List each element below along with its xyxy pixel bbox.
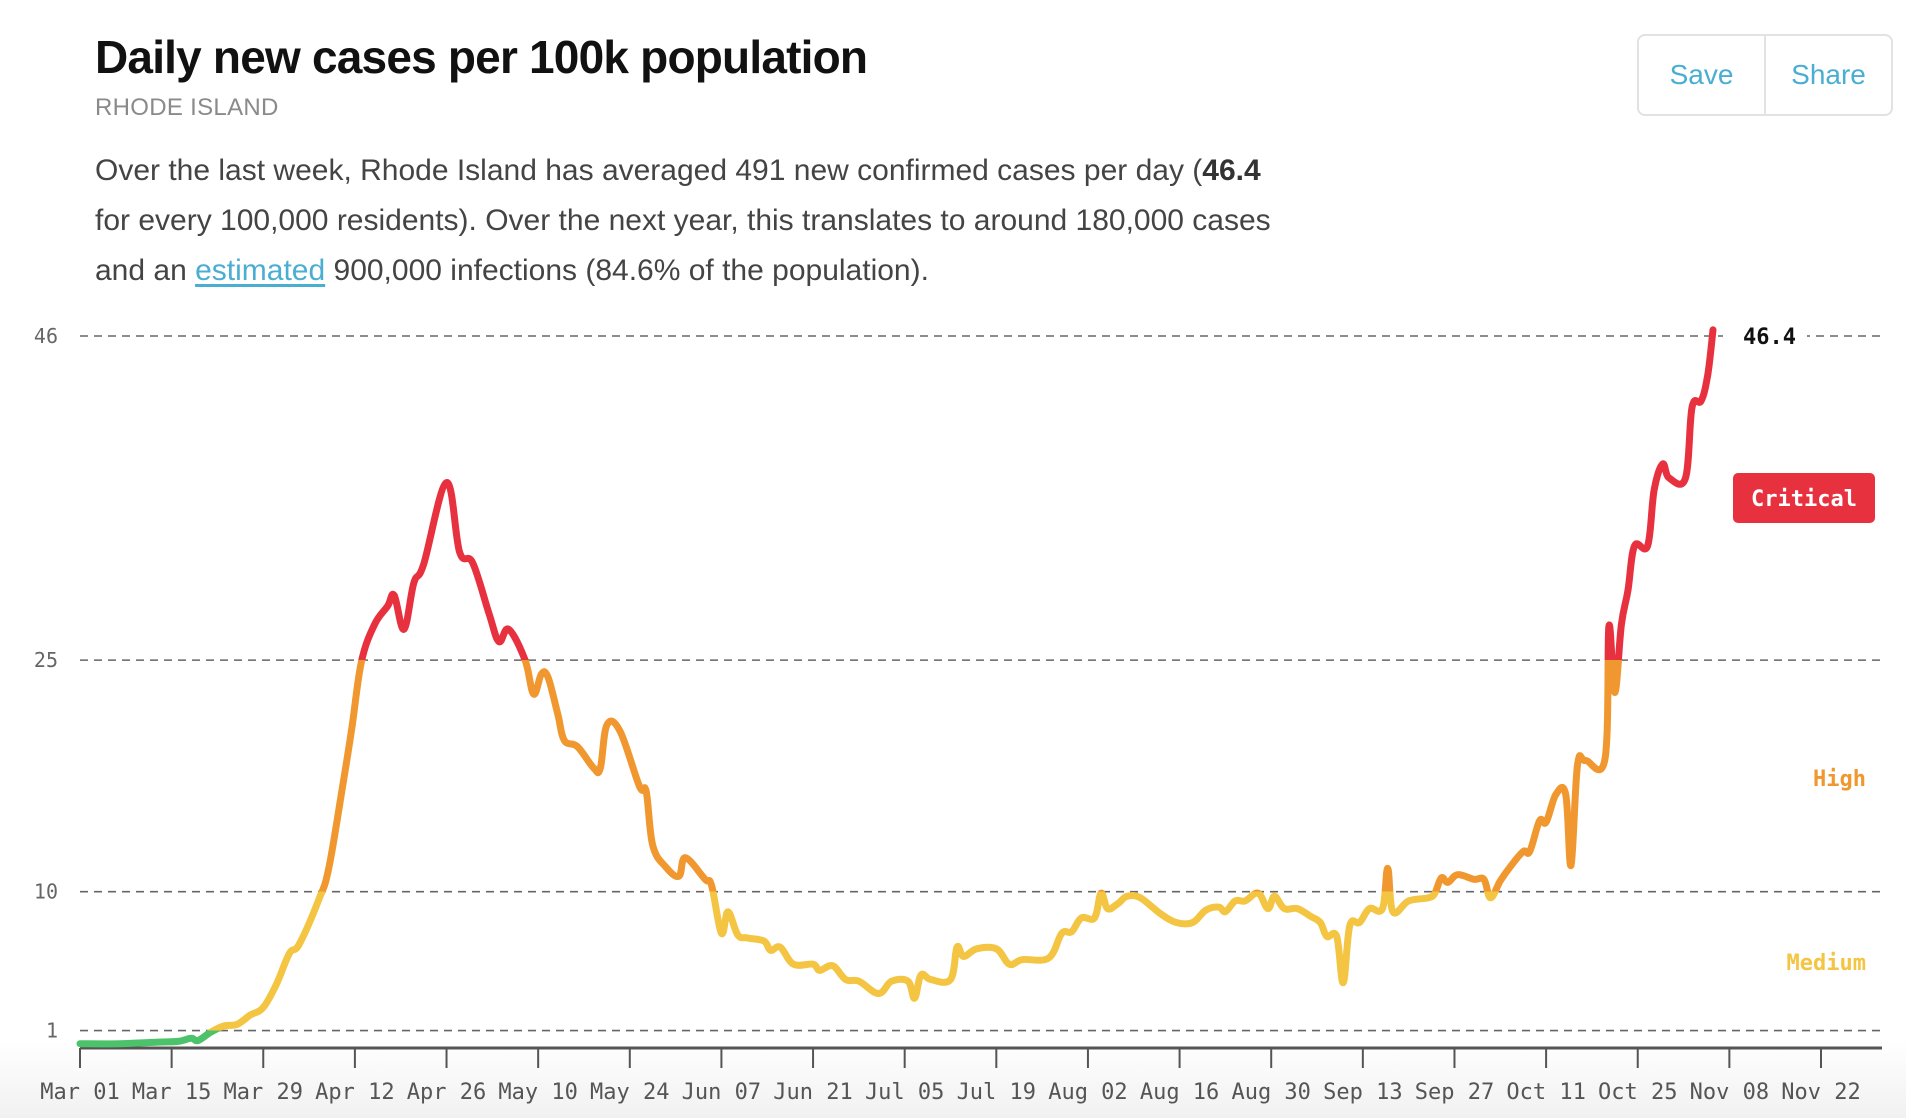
medium-zone-label: Medium <box>1787 951 1866 976</box>
x-tick-label: Jun 21 <box>773 1080 852 1105</box>
chart-title: Daily new cases per 100k population <box>95 31 868 83</box>
x-tick-label: Mar 29 <box>224 1080 303 1105</box>
x-tick-label: Aug 30 <box>1231 1080 1310 1105</box>
x-tick-label: Oct 11 <box>1506 1080 1585 1105</box>
summary-rate-value: 46.4 <box>1202 154 1261 187</box>
zone-labels: 46.4 Critical High Medium <box>1723 320 1875 976</box>
share-button[interactable]: Share <box>1764 36 1891 114</box>
y-gridlines <box>80 335 1882 1032</box>
x-tick-label: Jul 05 <box>865 1080 944 1105</box>
x-tick-label: Apr 12 <box>315 1080 394 1105</box>
critical-zone-badge <box>1733 473 1875 523</box>
x-tick-label: Sep 13 <box>1323 1080 1402 1105</box>
action-button-group: Save Share <box>1637 34 1893 116</box>
x-tick-label: May 24 <box>590 1080 669 1105</box>
y-tick-label: 25 <box>34 648 58 672</box>
summary-text-2: for every 100,000 residents). Over the n… <box>95 204 1271 287</box>
x-tick-label: Oct 25 <box>1598 1080 1677 1105</box>
current-value-label: 46.4 <box>1743 325 1796 350</box>
x-tick-label: Jul 19 <box>957 1080 1036 1105</box>
x-tick-label: Mar 15 <box>132 1080 211 1105</box>
x-tick-label: Jun 07 <box>682 1080 761 1105</box>
current-value-backdrop <box>1723 320 1808 352</box>
estimated-link[interactable]: estimated <box>195 254 326 287</box>
y-tick-label: 46 <box>34 324 58 348</box>
region-subtitle: RHODE ISLAND <box>95 94 279 121</box>
critical-zone-label: Critical <box>1751 487 1857 512</box>
high-zone-label: High <box>1813 767 1866 792</box>
y-axis-labels: 1 10 25 46 <box>34 324 58 1043</box>
summary-text-3: 900,000 infections (84.6% of the populat… <box>325 254 929 287</box>
x-tick-label: Nov 08 <box>1690 1080 1769 1105</box>
summary-text-1: Over the last week, Rhode Island has ave… <box>95 154 1203 187</box>
y-tick-label: 10 <box>34 880 58 904</box>
x-tick-label: May 10 <box>498 1080 577 1105</box>
y-tick-label: 1 <box>46 1019 58 1043</box>
x-tick-label: Sep 27 <box>1415 1080 1494 1105</box>
x-axis: Mar 01 Mar 15 Mar 29 Apr 12 Apr 26 May 10 May … <box>40 1046 1882 1105</box>
summary-paragraph: Over the last week, Rhode Island has ave… <box>95 146 1295 296</box>
x-tick-label: Mar 01 <box>40 1080 119 1105</box>
save-button[interactable]: Save <box>1639 36 1764 114</box>
x-tick-label: Aug 02 <box>1048 1080 1127 1105</box>
x-tick-label: Nov 22 <box>1781 1080 1860 1105</box>
x-tick-label: Aug 16 <box>1140 1080 1219 1105</box>
x-tick-label: Apr 26 <box>407 1080 486 1105</box>
series-line <box>76 326 1717 1048</box>
